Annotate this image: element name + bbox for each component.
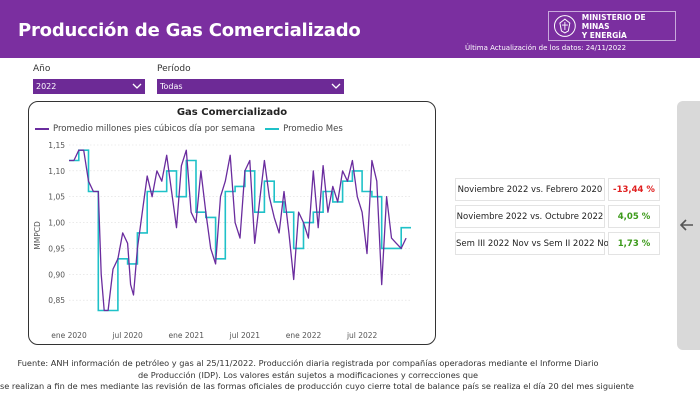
x-tick-label: jul 2022 — [346, 331, 378, 340]
logo-line-2: Y ENERGÍA — [581, 30, 627, 40]
year-dropdown[interactable]: 2022 — [33, 79, 145, 94]
series-line-monthly — [69, 149, 411, 312]
ministry-logo: MINISTERIO DE MINAS Y ENERGÍA — [548, 11, 676, 41]
stat-label: Sem III 2022 Nov vs Sem II 2022 Nov — [455, 232, 614, 255]
chart-legend: Promedio millones pies cúbicos día por s… — [35, 124, 353, 134]
stat-row: Noviembre 2022 vs. Octubre 2022 4,05 % — [455, 205, 660, 228]
x-tick-label: ene 2021 — [169, 331, 205, 340]
header-bar: Producción de Gas Comercializado MINISTE… — [0, 0, 700, 58]
legend-label-weekly: Promedio millones pies cúbicos día por s… — [53, 124, 256, 134]
colombia-seal-icon — [553, 15, 576, 37]
series-line-weekly — [69, 149, 407, 312]
y-tick-label: 1,05 — [48, 193, 65, 202]
period-dropdown[interactable]: Todas — [157, 79, 344, 94]
line-chart: 0,85 0,90 0,95 1,00 1,05 1,10 1,15 ene 2020 jul … — [33, 141, 411, 340]
year-filter-label: Año — [33, 64, 51, 74]
chart-card: Gas Comercializado Promedio millones pie… — [28, 101, 436, 345]
last-update-text: Última Actualización de los datos: 24/11… — [465, 44, 627, 52]
y-axis-label: MMPCD — [33, 221, 42, 250]
year-dropdown-value: 2022 — [36, 82, 57, 91]
legend-swatch-weekly — [35, 128, 49, 130]
chart-title: Gas Comercializado — [176, 107, 288, 118]
stat-label: Noviembre 2022 vs. Octubre 2022 — [455, 205, 605, 228]
arrow-left-icon[interactable] — [679, 217, 695, 233]
y-tick-label: 1,00 — [48, 219, 65, 228]
y-tick-label: 0,95 — [48, 244, 65, 253]
period-filter-label: Período — [157, 64, 191, 74]
logo-text: MINISTERIO DE MINAS Y ENERGÍA — [582, 13, 675, 40]
x-tick-label: jul 2020 — [111, 331, 143, 340]
y-tick-label: 1,10 — [48, 167, 65, 176]
footnote-line-3: se realizan a fin de mes mediante las re… — [0, 381, 634, 391]
page-title: Producción de Gas Comercializado — [18, 20, 361, 41]
stat-value: 1,73 % — [608, 232, 660, 255]
period-dropdown-value: Todas — [160, 82, 183, 91]
x-tick-label: ene 2020 — [51, 331, 87, 340]
stat-value: 4,05 % — [608, 205, 660, 228]
legend-swatch-monthly — [265, 128, 280, 130]
logo-line-1: MINISTERIO DE MINAS — [581, 12, 646, 31]
legend-label-monthly: Promedio Mes — [283, 124, 343, 134]
chevron-down-icon — [331, 83, 341, 89]
x-tick-label: ene 2022 — [286, 331, 322, 340]
footnote-line-2: de Producción (IDP). Los valores están s… — [137, 369, 479, 380]
legend-item-weekly[interactable]: Promedio millones pies cúbicos día por s… — [35, 124, 255, 134]
legend-item-monthly[interactable]: Promedio Mes — [265, 124, 343, 134]
stat-row: Noviembre 2022 vs. Febrero 2020 -13,44 % — [455, 178, 660, 201]
stat-label: Noviembre 2022 vs. Febrero 2020 — [455, 178, 605, 201]
footnote-line-1: Fuente: ANH información de petróleo y ga… — [17, 358, 599, 368]
stat-value: -13,44 % — [608, 178, 660, 201]
y-tick-label: 1,15 — [48, 141, 65, 150]
y-tick-label: 0,90 — [48, 270, 65, 279]
x-tick-label: jul 2021 — [229, 331, 261, 340]
stat-row: Sem III 2022 Nov vs Sem II 2022 Nov 1,73… — [455, 232, 660, 255]
source-footnote: Fuente: ANH información de petróleo y ga… — [0, 358, 634, 393]
chevron-down-icon — [132, 83, 142, 89]
y-tick-label: 0,85 — [48, 296, 65, 305]
